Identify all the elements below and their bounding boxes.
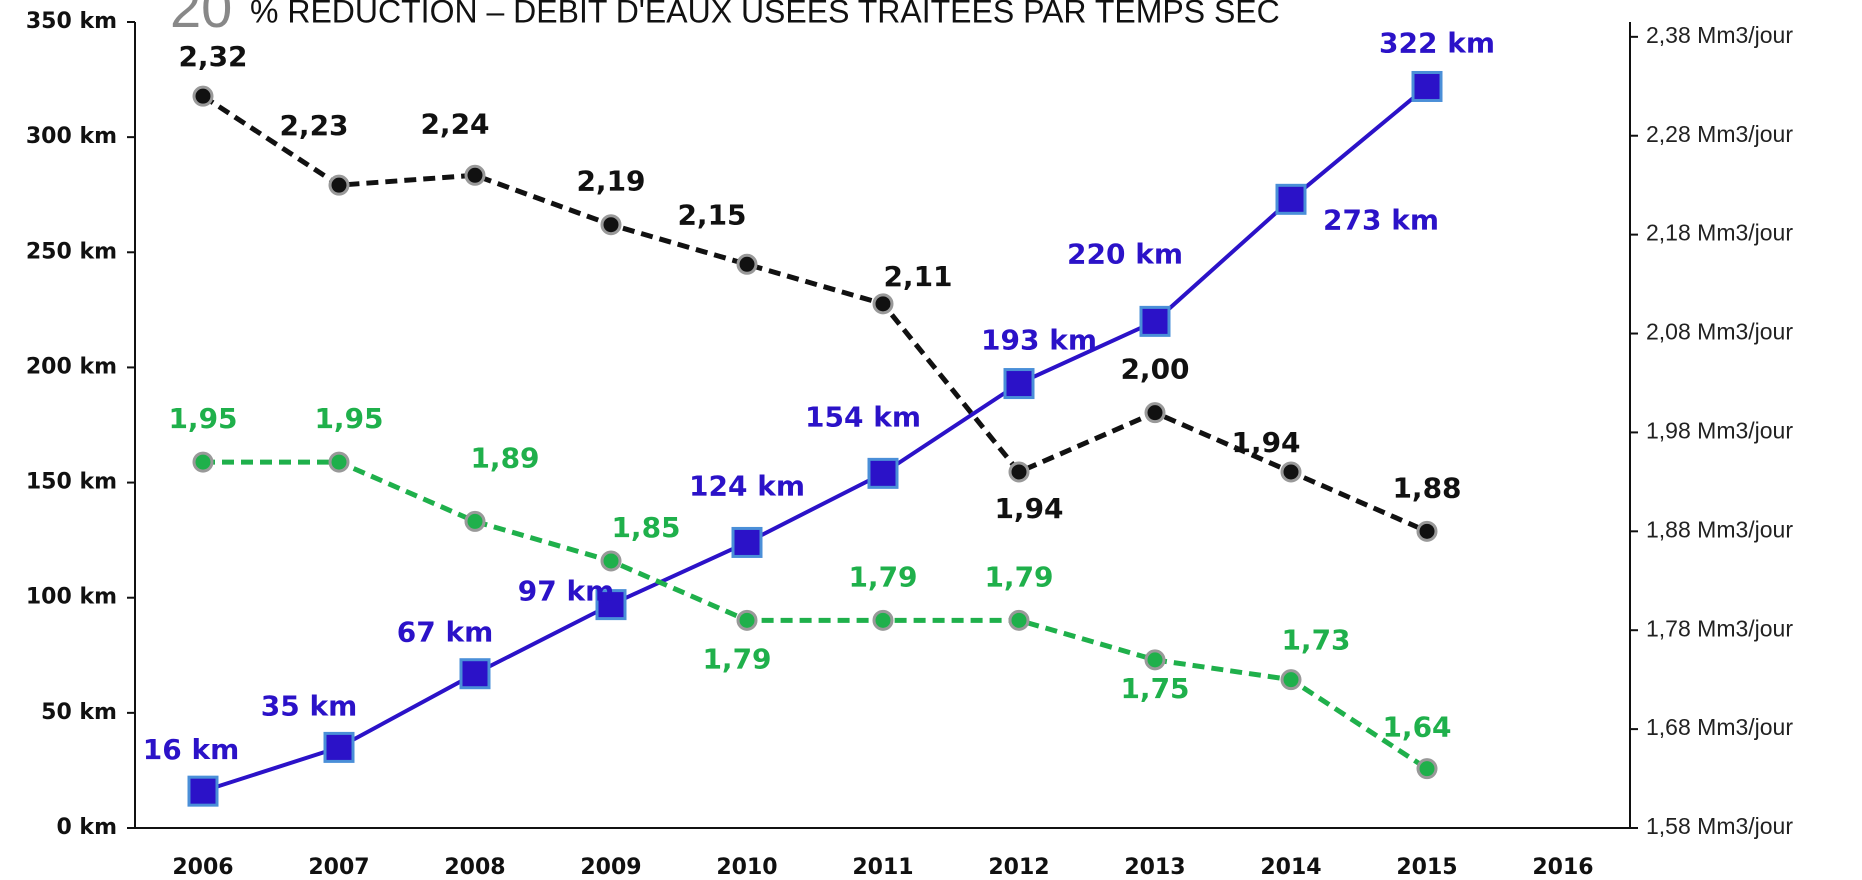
marker [192, 451, 214, 473]
y2-tick-label: 2,18 Mm3/jour [1646, 220, 1793, 246]
value-label: 67 km [397, 616, 494, 649]
value-label: 2,24 [420, 107, 489, 140]
marker [323, 731, 355, 763]
y-tick-label: 300 km [26, 124, 117, 149]
value-label: 2,00 [1120, 353, 1189, 386]
marker [187, 775, 219, 807]
marker [1416, 758, 1438, 780]
value-label: 35 km [261, 689, 358, 722]
y2-tick-label: 2,28 Mm3/jour [1646, 121, 1793, 147]
value-label: 1,73 [1281, 624, 1350, 657]
value-label: 1,89 [470, 441, 539, 474]
y2-tick-label: 2,38 Mm3/jour [1646, 22, 1793, 48]
y-tick-label: 150 km [26, 470, 117, 495]
value-label: 2,11 [883, 260, 952, 293]
y2-tick-label: 1,68 Mm3/jour [1646, 714, 1793, 740]
series-line [203, 459, 1429, 771]
y-tick-label: 0 km [56, 815, 117, 840]
series-line [201, 94, 1428, 534]
marker [1411, 70, 1443, 102]
marker [600, 214, 622, 236]
value-label: 124 km [689, 469, 805, 502]
y-tick-label: 250 km [26, 239, 117, 264]
marker [731, 526, 763, 558]
value-label: 1,79 [848, 560, 917, 593]
marker [1144, 649, 1166, 671]
marker [464, 164, 486, 186]
marker [872, 609, 894, 631]
value-label: 1,95 [168, 402, 237, 435]
x-tick-label: 2015 [1396, 855, 1457, 880]
value-label: 2,23 [279, 109, 348, 142]
value-label: 1,94 [994, 492, 1063, 525]
value-label: 16 km [143, 733, 240, 766]
marker [459, 658, 491, 690]
value-label: 1,88 [1392, 471, 1461, 504]
value-label: 322 km [1379, 26, 1495, 59]
value-label: 2,19 [576, 165, 645, 198]
x-tick-label: 2006 [172, 855, 233, 880]
marker [872, 293, 894, 315]
series-line [202, 84, 1429, 794]
marker [192, 85, 214, 107]
marker [867, 457, 899, 489]
value-label: 193 km [981, 324, 1097, 357]
y2-tick-label: 1,98 Mm3/jour [1646, 417, 1793, 443]
x-tick-label: 2012 [988, 855, 1049, 880]
y-tick-label: 100 km [26, 585, 117, 610]
marker [328, 174, 350, 196]
x-tick-label: 2007 [308, 855, 369, 880]
marker [1139, 305, 1171, 337]
y-tick-label: 350 km [26, 9, 117, 34]
value-label: 1,79 [984, 560, 1053, 593]
marker [1008, 461, 1030, 483]
marker [1280, 461, 1302, 483]
marker [1003, 368, 1035, 400]
x-tick-label: 2011 [852, 855, 913, 880]
y2-tick-label: 1,88 Mm3/jour [1646, 516, 1793, 542]
y2-tick-label: 2,08 Mm3/jour [1646, 319, 1793, 345]
value-label: 1,75 [1120, 672, 1189, 705]
value-label: 1,95 [314, 402, 383, 435]
value-label: 1,64 [1382, 711, 1451, 744]
chart-title: % REDUCTION – DEBIT D'EAUX USEES TRAITEE… [250, 0, 1280, 29]
marker [328, 451, 350, 473]
value-label: 2,32 [178, 40, 247, 73]
x-tick-label: 2016 [1532, 855, 1593, 880]
marker [464, 510, 486, 532]
value-label: 97 km [518, 575, 615, 608]
value-label: 273 km [1323, 203, 1439, 236]
value-label: 220 km [1067, 237, 1183, 270]
x-tick-label: 2009 [580, 855, 641, 880]
x-tick-label: 2014 [1260, 855, 1321, 880]
x-tick-label: 2013 [1124, 855, 1185, 880]
marker [1416, 520, 1438, 542]
value-label: 154 km [805, 400, 921, 433]
x-tick-label: 2010 [716, 855, 777, 880]
marker [1144, 402, 1166, 424]
title-number: 20 [170, 0, 232, 39]
value-label: 1,79 [702, 642, 771, 675]
value-label: 2,15 [677, 198, 746, 231]
marker [600, 550, 622, 572]
marker [1280, 669, 1302, 691]
marker [736, 609, 758, 631]
x-tick-label: 2008 [444, 855, 505, 880]
y2-tick-label: 1,78 Mm3/jour [1646, 615, 1793, 641]
marker [1008, 609, 1030, 631]
marker [595, 589, 627, 621]
marker [736, 253, 758, 275]
value-label: 1,94 [1231, 426, 1300, 459]
value-label: 1,85 [611, 511, 680, 544]
y-tick-label: 50 km [41, 700, 117, 725]
marker [1275, 183, 1307, 215]
y-tick-label: 200 km [26, 354, 117, 379]
y2-tick-label: 1,58 Mm3/jour [1646, 813, 1793, 839]
